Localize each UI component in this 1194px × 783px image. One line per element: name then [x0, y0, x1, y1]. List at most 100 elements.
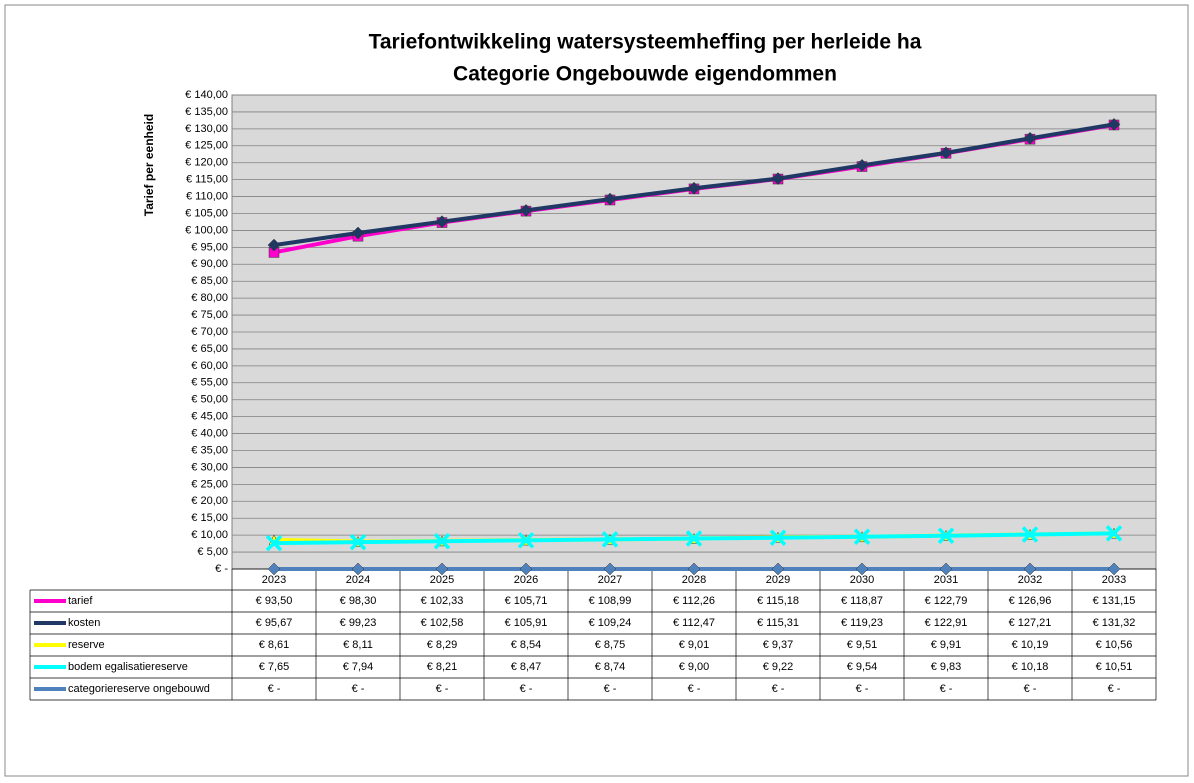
table-cell: € 122,79 [925, 595, 968, 607]
table-cell: € 119,23 [841, 617, 883, 629]
table-cell: € 131,32 [1093, 617, 1136, 629]
y-tick-label: € 55,00 [191, 377, 228, 389]
y-tick-label: € 5,00 [197, 546, 228, 558]
table-cell: € 8,54 [511, 639, 542, 651]
y-tick-label: € 125,00 [185, 140, 228, 152]
legend-label: kosten [68, 617, 100, 629]
table-cell: € - [604, 683, 617, 695]
marker [519, 562, 533, 576]
table-cell: € 9,01 [679, 639, 710, 651]
marker [1107, 562, 1121, 576]
marker [601, 531, 619, 548]
table-cell: € - [772, 683, 785, 695]
y-tick-label: € 120,00 [185, 157, 228, 169]
y-tick-label: € 50,00 [191, 394, 228, 406]
marker [687, 181, 701, 195]
table-cell: € 105,71 [505, 595, 548, 607]
marker [687, 562, 701, 576]
marker [937, 527, 955, 544]
x-tick-label: 2025 [430, 574, 454, 586]
table-cell: € 115,18 [757, 595, 799, 607]
table-cell: € 108,99 [589, 595, 632, 607]
y-tick-label: € - [215, 563, 228, 575]
marker [351, 562, 365, 576]
table-cell: € - [940, 683, 953, 695]
marker [519, 204, 533, 217]
y-tick-label: € 40,00 [191, 427, 228, 439]
legend-label: categoriereserve ongebouwd [68, 683, 210, 695]
marker [1105, 525, 1123, 542]
y-tick-label: € 20,00 [191, 495, 228, 507]
x-tick-label: 2031 [934, 574, 958, 586]
y-tick-label: € 135,00 [185, 106, 228, 118]
table-cell: € 9,00 [679, 661, 710, 673]
y-tick-label: € 115,00 [186, 174, 228, 186]
legend-label: tarief [68, 595, 93, 607]
marker [517, 532, 535, 549]
marker [1021, 526, 1039, 543]
marker [939, 562, 953, 576]
table-cell: € 10,19 [1012, 639, 1049, 651]
table-cell: € 10,51 [1096, 661, 1133, 673]
y-tick-label: € 140,00 [185, 89, 228, 101]
y-tick-label: € 70,00 [191, 326, 228, 338]
table-cell: € 99,23 [340, 617, 377, 629]
y-tick-label: € 80,00 [191, 292, 228, 304]
chart-title: Tariefontwikkeling watersysteemheffing p… [369, 31, 922, 54]
table-cell: € 9,54 [847, 661, 878, 673]
x-tick-label: 2033 [1102, 574, 1126, 586]
marker [853, 528, 871, 545]
table-cell: € 7,65 [259, 661, 290, 673]
y-tick-label: € 45,00 [191, 411, 228, 423]
table-cell: € - [436, 683, 449, 695]
legend-label: bodem egalisatiereserve [68, 661, 188, 673]
table-cell: € 9,83 [931, 661, 962, 673]
table-cell: € 126,96 [1009, 595, 1052, 607]
marker [267, 562, 281, 576]
marker [855, 158, 869, 172]
marker [265, 534, 283, 552]
marker [771, 172, 785, 185]
marker [349, 533, 367, 551]
marker [435, 215, 449, 229]
table-cell: € 8,74 [595, 661, 626, 673]
table-cell: € 112,26 [673, 595, 715, 607]
y-tick-label: € 25,00 [191, 478, 228, 490]
table-cell: € - [352, 683, 365, 695]
marker [939, 146, 953, 160]
marker [1107, 118, 1121, 131]
table-cell: € 109,24 [589, 617, 632, 629]
table-cell: € 8,47 [511, 661, 542, 673]
table-cell: € 10,56 [1096, 639, 1133, 651]
table-cell: € 10,18 [1012, 661, 1049, 673]
table-cell: € 115,31 [757, 617, 799, 629]
table-cell: € - [688, 683, 701, 695]
table-cell: € 9,22 [763, 661, 794, 673]
table-cell: € 8,29 [427, 639, 458, 651]
table-cell: € - [1024, 683, 1037, 695]
marker [351, 226, 365, 240]
table-cell: € 9,91 [931, 639, 962, 651]
x-tick-label: 2032 [1018, 574, 1042, 586]
x-tick-label: 2028 [682, 574, 706, 586]
table-cell: € 8,11 [343, 639, 373, 651]
y-tick-label: € 95,00 [191, 241, 228, 253]
table-cell: € 102,58 [421, 617, 464, 629]
marker [603, 192, 617, 206]
chart-subtitle: Categorie Ongebouwde eigendommen [453, 63, 837, 86]
x-tick-label: 2029 [766, 574, 790, 586]
table-cell: € 122,91 [925, 617, 968, 629]
table-cell: € 7,94 [343, 661, 374, 673]
marker [685, 530, 703, 547]
x-tick-label: 2027 [598, 574, 622, 586]
table-cell: € 9,51 [847, 639, 878, 651]
table-cell: € - [856, 683, 869, 695]
marker [855, 562, 869, 576]
table-cell: € 95,67 [256, 617, 293, 629]
x-tick-label: 2030 [850, 574, 874, 586]
y-tick-label: € 35,00 [191, 444, 228, 456]
table-cell: € 105,91 [505, 617, 548, 629]
marker [769, 529, 787, 547]
table-cell: € 98,30 [340, 595, 377, 607]
